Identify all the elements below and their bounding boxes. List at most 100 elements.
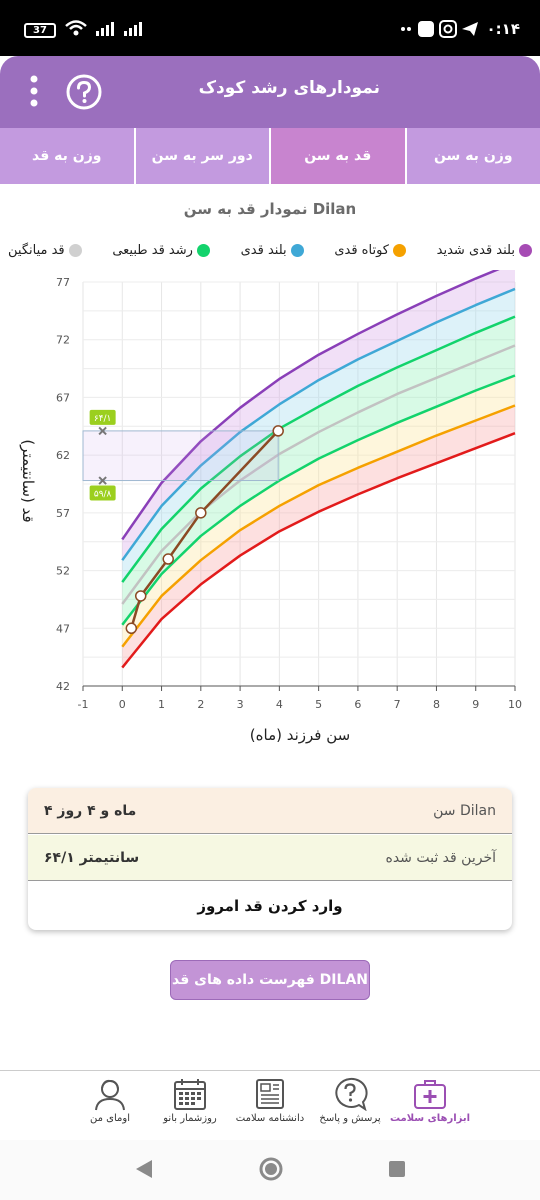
y-tick-label: 67 bbox=[56, 391, 70, 404]
series-line-normal-upper bbox=[121, 315, 516, 583]
more-menu-button[interactable] bbox=[16, 70, 52, 114]
x-tick-label: 9 bbox=[472, 698, 479, 711]
x-tick-label: -1 bbox=[78, 698, 89, 711]
x-tick-label: 7 bbox=[394, 698, 401, 711]
enter-today-height-button[interactable]: وارد کردن قد امروز bbox=[197, 897, 343, 915]
legend-label: کوتاه قدی bbox=[334, 242, 389, 258]
y-tick-label: 62 bbox=[56, 449, 70, 462]
battery-icon: 37 bbox=[24, 23, 56, 38]
legend-item-normal[interactable]: رشد قد طبیعی bbox=[112, 238, 210, 262]
signal-icons bbox=[64, 18, 154, 42]
nav-encyclopedia[interactable]: دانشنامه سلامت bbox=[230, 1071, 310, 1140]
highlight-range-box bbox=[82, 430, 279, 482]
legend-dot bbox=[68, 243, 82, 257]
legend-dot bbox=[392, 243, 406, 257]
x-tick-label: 1 bbox=[158, 698, 165, 711]
app-header: نمودارهای رشد کودک bbox=[0, 56, 540, 128]
legend-label: بلند قدی شدید bbox=[436, 242, 515, 258]
x-tick-label: 3 bbox=[237, 698, 244, 711]
nav-label: اومای من bbox=[90, 1113, 130, 1124]
back-icon[interactable] bbox=[134, 1158, 154, 1180]
series-line-tall bbox=[121, 287, 516, 561]
highlight-lower-badge bbox=[89, 485, 116, 501]
series-line-normal-lower bbox=[121, 374, 516, 626]
user-avatar-icon bbox=[95, 1079, 125, 1111]
highlight-lower-marker bbox=[98, 476, 107, 485]
highlight-upper-label: ۶۴/۱ bbox=[94, 414, 112, 424]
child-height-point bbox=[162, 553, 174, 565]
nav-profile[interactable]: اومای من bbox=[70, 1071, 150, 1140]
legend-item-tall[interactable]: بلند قدی bbox=[241, 238, 304, 262]
x-tick-label: 4 bbox=[276, 698, 283, 711]
chart-band bbox=[122, 288, 515, 583]
system-nav-bar bbox=[0, 1140, 540, 1200]
child-height-point bbox=[125, 622, 138, 635]
first-aid-kit-icon bbox=[414, 1080, 446, 1109]
x-tick-label: 8 bbox=[433, 698, 440, 711]
nav-calendar[interactable]: روزشمار بانو bbox=[150, 1071, 230, 1140]
chart-band bbox=[122, 270, 515, 561]
home-icon[interactable] bbox=[258, 1156, 284, 1182]
last-height-label: آخرین قد ثبت شده bbox=[385, 849, 497, 866]
x-tick-label: 5 bbox=[315, 698, 322, 711]
calendar-icon bbox=[174, 1079, 206, 1110]
last-height-value: ۶۴/۱ سانتیمتر bbox=[44, 849, 140, 866]
notification-icons bbox=[400, 20, 480, 42]
y-tick-label: 57 bbox=[56, 507, 70, 520]
highlight-upper-badge bbox=[89, 409, 116, 425]
series-line-average bbox=[121, 344, 516, 605]
series-line-very-tall bbox=[121, 270, 500, 541]
age-value: ۴ ماه و ۴ روز bbox=[44, 802, 137, 819]
tab-height-for-age[interactable]: قد به سن bbox=[269, 128, 405, 184]
x-tick-label: 2 bbox=[197, 698, 204, 711]
clock: ۰:۱۴ bbox=[486, 20, 520, 38]
legend-item-short[interactable]: کوتاه قدی bbox=[334, 238, 406, 262]
bottom-nav: ابزارهای سلامت پرسش و پاسخ دانشنامه سلام… bbox=[0, 1070, 540, 1140]
series-line-short bbox=[121, 404, 516, 648]
recent-apps-icon[interactable] bbox=[388, 1160, 406, 1178]
highlight-lower-label: ۵۹/۸ bbox=[94, 490, 112, 500]
nav-questions[interactable]: پرسش و پاسخ bbox=[310, 1071, 390, 1140]
tab-weight-for-age[interactable]: وزن به سن bbox=[404, 128, 540, 184]
nav-label: روزشمار بانو bbox=[163, 1113, 217, 1124]
y-tick-label: 52 bbox=[56, 565, 70, 578]
y-axis-label: قد (سانتیمتر) bbox=[4, 420, 54, 540]
nav-health-tools[interactable]: ابزارهای سلامت bbox=[390, 1071, 470, 1140]
child-height-point bbox=[195, 507, 207, 519]
tab-weight-for-height[interactable]: وزن به قد bbox=[32, 148, 102, 164]
nav-label: دانشنامه سلامت bbox=[235, 1113, 305, 1124]
height-data-list-button[interactable]: فهرست داده های قد DILAN bbox=[170, 960, 370, 1000]
series-line-very-short bbox=[121, 432, 516, 669]
question-bubble-icon bbox=[335, 1077, 368, 1111]
child-height-point bbox=[272, 425, 284, 437]
legend-label: قد میانگین bbox=[8, 242, 65, 258]
help-button[interactable] bbox=[66, 74, 102, 110]
tab-head-circumference[interactable]: دور سر به سن bbox=[133, 128, 270, 184]
nav-label: پرسش و پاسخ bbox=[319, 1113, 381, 1124]
highlight-upper-marker bbox=[98, 426, 107, 436]
age-row: سن Dilan ۴ ماه و ۴ روز bbox=[28, 788, 512, 834]
legend-label: رشد قد طبیعی bbox=[112, 242, 193, 258]
last-height-row: آخرین قد ثبت شده ۶۴/۱ سانتیمتر bbox=[28, 835, 512, 881]
legend-dot bbox=[196, 243, 210, 257]
chart-title: نمودار قد به سن Dilan bbox=[183, 200, 357, 218]
help-circle-icon bbox=[66, 74, 102, 110]
newspaper-icon bbox=[256, 1079, 284, 1109]
page-title: نمودارهای رشد کودک bbox=[198, 78, 380, 98]
y-tick-label: 72 bbox=[56, 334, 70, 347]
nav-label: ابزارهای سلامت bbox=[389, 1113, 471, 1124]
x-tick-label: 0 bbox=[119, 698, 126, 711]
x-axis-label: سن فرزند (ماه) bbox=[249, 726, 351, 744]
legend-item-very-tall[interactable]: بلند قدی شدید bbox=[437, 238, 532, 262]
age-label: سن Dilan bbox=[433, 802, 496, 819]
y-tick-label: 42 bbox=[56, 680, 70, 693]
legend-dot bbox=[290, 243, 304, 257]
info-card: سن Dilan ۴ ماه و ۴ روز آخرین قد ثبت شده … bbox=[28, 788, 512, 930]
y-tick-label: 47 bbox=[56, 622, 70, 635]
chart-tabs: وزن به سن قد به سن دور سر به سن وزن به ق… bbox=[0, 128, 540, 184]
status-bar: 37 ۰:۱۴ bbox=[0, 0, 540, 56]
legend-item-average[interactable]: قد میانگین bbox=[8, 238, 82, 262]
y-tick-label: 77 bbox=[56, 276, 70, 289]
child-height-point bbox=[134, 590, 147, 602]
